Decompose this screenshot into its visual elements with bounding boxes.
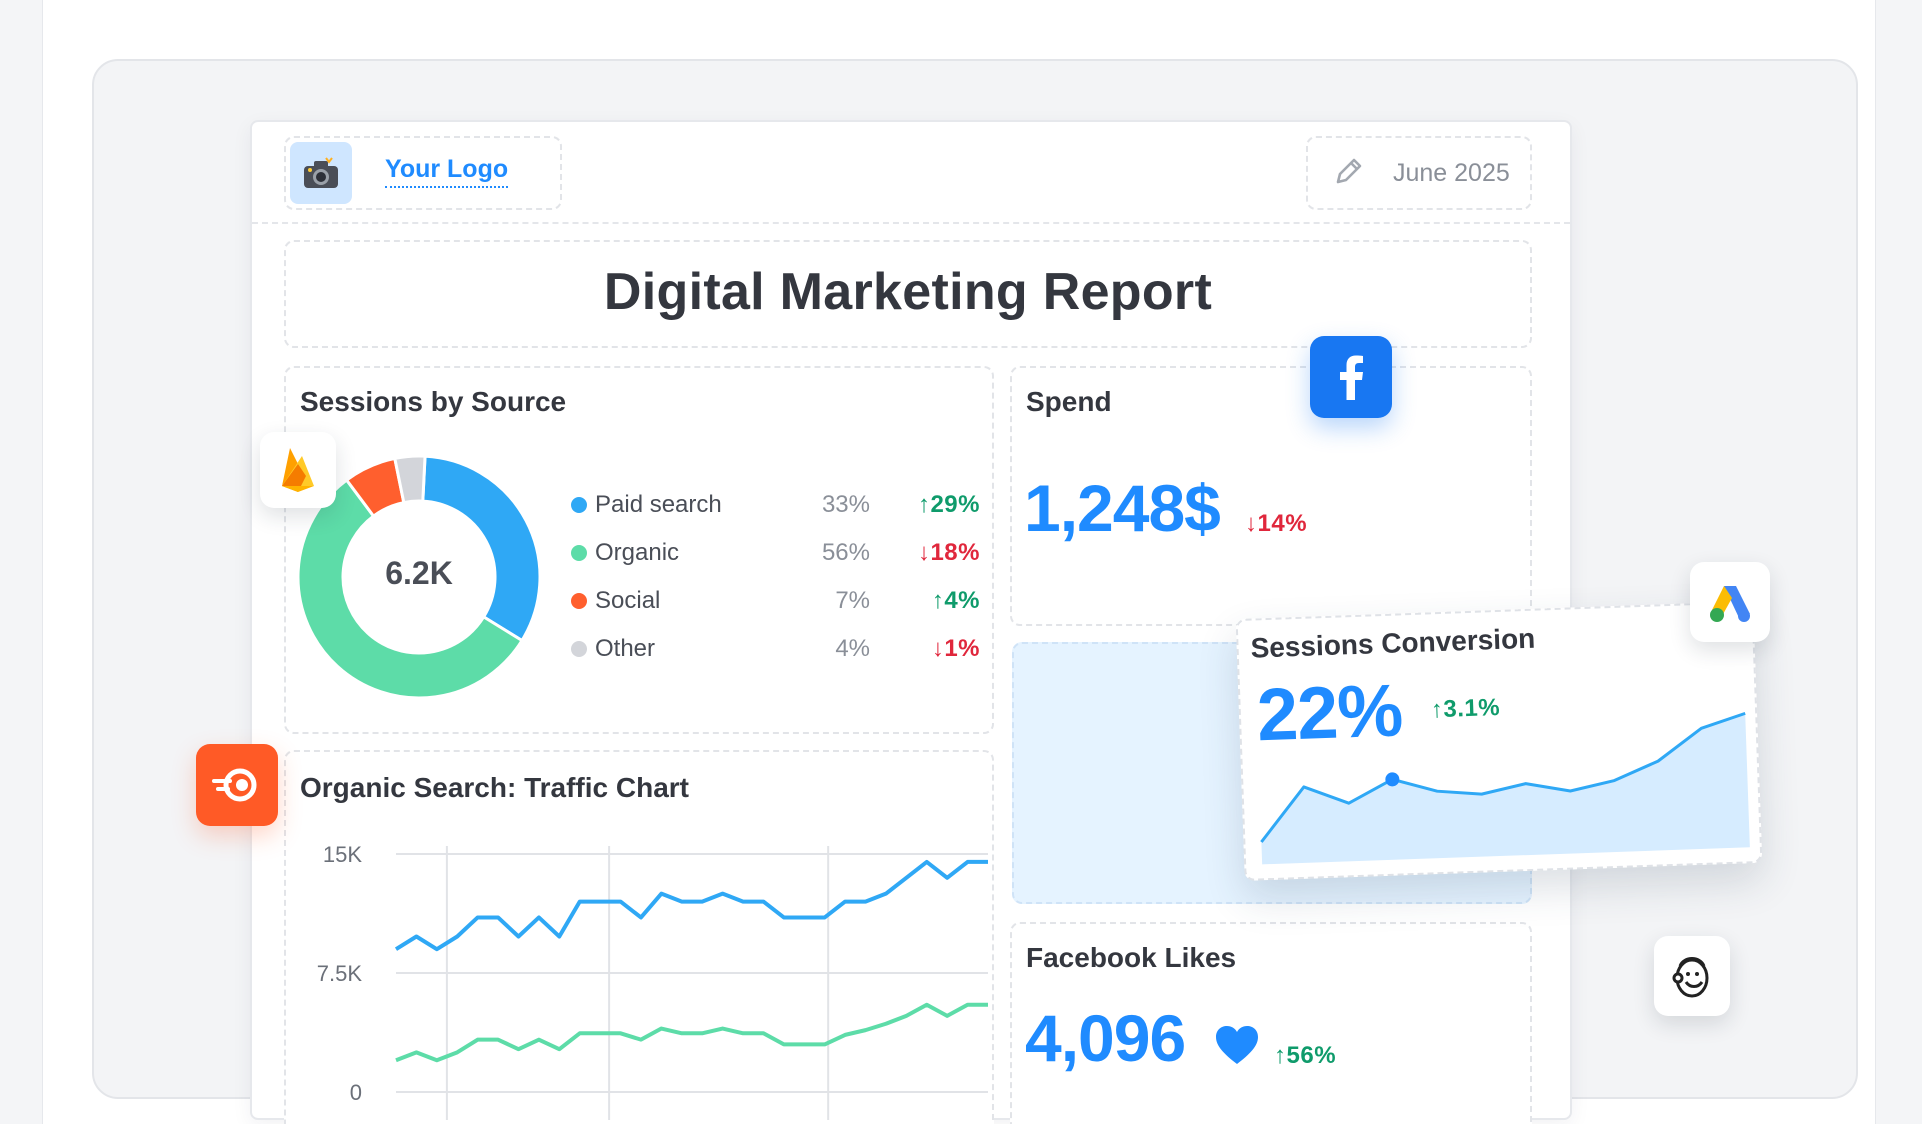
sessions-donut-chart <box>296 454 542 700</box>
legend-name: Other <box>595 635 656 662</box>
heart-icon <box>1216 1026 1258 1064</box>
legend-change: ↓18% <box>917 539 980 566</box>
traffic-series-line-2 <box>395 1002 988 1063</box>
arrow-down-icon: ↓ <box>917 539 931 566</box>
spend-value: 1,248$ <box>1024 471 1221 545</box>
legend-row-paid-search: Paid search 33% ↑29% <box>570 488 980 522</box>
camera-icon <box>290 142 352 204</box>
donut-slice-paid-search <box>421 454 542 643</box>
legend-row-organic: Organic 56% ↓18% <box>570 536 980 570</box>
legend-change: ↓1% <box>931 635 980 662</box>
traffic-series-line-1 <box>394 859 988 952</box>
y-tick-label: 15K <box>323 842 362 867</box>
date-block[interactable] <box>1306 136 1532 210</box>
spend-title: Spend <box>1026 386 1112 417</box>
sessions-total: 6.2K <box>385 555 453 591</box>
traffic-chart-title: Organic Search: Traffic Chart <box>300 772 690 803</box>
pencil-icon[interactable] <box>1332 154 1366 188</box>
legend-share: 7% <box>835 587 870 614</box>
arrow-up-icon: ↑ <box>931 587 945 614</box>
legend-name: Paid search <box>595 491 722 518</box>
likes-panel[interactable] <box>1010 922 1532 1124</box>
conversion-card[interactable]: Sessions Conversion 22% ↑3.1% <box>1235 601 1763 881</box>
conversion-area-chart <box>1260 711 1750 865</box>
y-tick-label: 0 <box>350 1080 362 1105</box>
header-divider <box>252 222 1570 224</box>
legend-dot-other <box>571 641 587 657</box>
legend-name: Social <box>595 587 661 614</box>
y-tick-label: 7.5K <box>317 961 363 986</box>
traffic-panel[interactable] <box>284 750 994 1124</box>
mailchimp-icon[interactable] <box>1654 936 1730 1016</box>
likes-value: 4,096 <box>1025 1001 1186 1075</box>
arrow-up-icon: ↑ <box>917 491 931 518</box>
sessions-title: Sessions by Source <box>300 386 567 417</box>
spend-change: ↓14% <box>1245 510 1308 537</box>
likes-title: Facebook Likes <box>1026 942 1237 973</box>
legend-change: ↑4% <box>931 587 980 614</box>
legend-change: ↑29% <box>917 491 980 518</box>
spend-panel[interactable] <box>1010 366 1532 626</box>
conversion-title: Sessions Conversion <box>1250 622 1536 664</box>
arrow-down-icon: ↓ <box>1245 510 1258 537</box>
legend-share: 4% <box>835 635 870 662</box>
report-date: June 2025 <box>1393 159 1510 187</box>
conversion-highlight-point <box>1385 772 1400 787</box>
legend-dot-paid-search <box>571 497 587 513</box>
arrow-up-icon: ↑ <box>1274 1042 1287 1069</box>
semrush-icon[interactable] <box>196 744 278 826</box>
legend-share: 56% <box>821 539 870 566</box>
donut-slice-other <box>393 454 427 505</box>
facebook-icon[interactable] <box>1310 336 1392 418</box>
legend-dot-social <box>571 593 587 609</box>
title-block[interactable] <box>284 240 1532 348</box>
google-ads-icon[interactable] <box>1690 562 1770 642</box>
legend-dot-organic <box>571 545 587 561</box>
arrow-down-icon: ↓ <box>931 635 945 662</box>
likes-change: ↑56% <box>1274 1042 1337 1069</box>
report-title: Digital Marketing Report <box>603 263 1213 321</box>
conversion-line <box>1260 711 1746 843</box>
legend-name: Organic <box>595 539 680 566</box>
traffic-line-chart: 15K 7.5K 0 <box>317 842 988 1120</box>
logo-label[interactable]: Your Logo <box>385 155 509 188</box>
legend-row-other: Other 4% ↓1% <box>570 632 980 666</box>
legend-share: 33% <box>821 491 870 518</box>
firebase-icon[interactable] <box>260 432 336 508</box>
legend-row-social: Social 7% ↑4% <box>570 584 980 618</box>
